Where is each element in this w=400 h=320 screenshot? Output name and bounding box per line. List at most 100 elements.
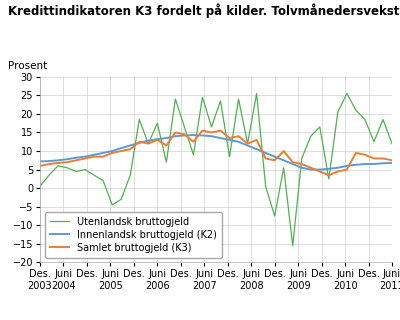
Samlet bruttogjeld (K3): [299, 162, 304, 166]
Samlet bruttogjeld (K3): [101, 155, 106, 158]
Samlet bruttogjeld (K3): [47, 162, 52, 166]
Utenlandsk bruttogjeld: [354, 108, 358, 112]
Utenlandsk bruttogjeld: [308, 134, 313, 138]
Utenlandsk bruttogjeld: [119, 197, 124, 201]
Innenlandsk bruttogjeld (K2): [200, 133, 205, 137]
Innenlandsk bruttogjeld (K2): [236, 140, 241, 144]
Utenlandsk bruttogjeld: [227, 155, 232, 158]
Innenlandsk bruttogjeld (K2): [263, 151, 268, 155]
Samlet bruttogjeld (K3): [164, 144, 169, 148]
Innenlandsk bruttogjeld (K2): [83, 155, 88, 158]
Line: Samlet bruttogjeld (K3): Samlet bruttogjeld (K3): [40, 131, 392, 175]
Utenlandsk bruttogjeld: [281, 166, 286, 170]
Innenlandsk bruttogjeld (K2): [390, 161, 394, 165]
Utenlandsk bruttogjeld: [146, 142, 151, 146]
Innenlandsk bruttogjeld (K2): [326, 167, 331, 171]
Innenlandsk bruttogjeld (K2): [101, 151, 106, 155]
Utenlandsk bruttogjeld: [101, 179, 106, 183]
Utenlandsk bruttogjeld: [362, 117, 367, 121]
Utenlandsk bruttogjeld: [47, 173, 52, 177]
Innenlandsk bruttogjeld (K2): [308, 168, 313, 172]
Samlet bruttogjeld (K3): [155, 138, 160, 142]
Innenlandsk bruttogjeld (K2): [146, 139, 151, 143]
Utenlandsk bruttogjeld: [74, 170, 78, 173]
Innenlandsk bruttogjeld (K2): [56, 158, 60, 162]
Innenlandsk bruttogjeld (K2): [227, 138, 232, 142]
Legend: Utenlandsk bruttogjeld, Innenlandsk bruttogjeld (K2), Samlet bruttogjeld (K3): Utenlandsk bruttogjeld, Innenlandsk brut…: [45, 212, 222, 258]
Innenlandsk bruttogjeld (K2): [290, 162, 295, 166]
Utenlandsk bruttogjeld: [263, 184, 268, 188]
Samlet bruttogjeld (K3): [65, 160, 70, 164]
Innenlandsk bruttogjeld (K2): [164, 136, 169, 140]
Samlet bruttogjeld (K3): [173, 131, 178, 134]
Utenlandsk bruttogjeld: [200, 95, 205, 99]
Utenlandsk bruttogjeld: [372, 140, 376, 144]
Samlet bruttogjeld (K3): [380, 156, 385, 160]
Samlet bruttogjeld (K3): [128, 147, 133, 151]
Samlet bruttogjeld (K3): [119, 149, 124, 153]
Innenlandsk bruttogjeld (K2): [128, 144, 133, 148]
Innenlandsk bruttogjeld (K2): [182, 133, 187, 137]
Samlet bruttogjeld (K3): [336, 170, 340, 173]
Utenlandsk bruttogjeld: [164, 160, 169, 164]
Utenlandsk bruttogjeld: [191, 153, 196, 157]
Samlet bruttogjeld (K3): [74, 158, 78, 162]
Samlet bruttogjeld (K3): [209, 131, 214, 134]
Utenlandsk bruttogjeld: [38, 184, 42, 188]
Text: Kredittindikatoren K3 fordelt på kilder. Tolvmånedersvekst. Prosent: Kredittindikatoren K3 fordelt på kilder.…: [8, 3, 400, 18]
Utenlandsk bruttogjeld: [344, 92, 349, 95]
Utenlandsk bruttogjeld: [326, 177, 331, 181]
Utenlandsk bruttogjeld: [380, 117, 385, 121]
Samlet bruttogjeld (K3): [38, 164, 42, 168]
Samlet bruttogjeld (K3): [281, 149, 286, 153]
Samlet bruttogjeld (K3): [137, 140, 142, 144]
Innenlandsk bruttogjeld (K2): [209, 134, 214, 138]
Innenlandsk bruttogjeld (K2): [336, 166, 340, 170]
Line: Utenlandsk bruttogjeld: Utenlandsk bruttogjeld: [40, 93, 392, 246]
Innenlandsk bruttogjeld (K2): [74, 156, 78, 160]
Innenlandsk bruttogjeld (K2): [372, 162, 376, 166]
Utenlandsk bruttogjeld: [65, 166, 70, 170]
Utenlandsk bruttogjeld: [290, 244, 295, 248]
Samlet bruttogjeld (K3): [146, 142, 151, 146]
Samlet bruttogjeld (K3): [83, 156, 88, 160]
Utenlandsk bruttogjeld: [56, 164, 60, 168]
Samlet bruttogjeld (K3): [227, 136, 232, 140]
Innenlandsk bruttogjeld (K2): [65, 157, 70, 161]
Utenlandsk bruttogjeld: [245, 142, 250, 146]
Innenlandsk bruttogjeld (K2): [47, 159, 52, 163]
Samlet bruttogjeld (K3): [263, 156, 268, 160]
Innenlandsk bruttogjeld (K2): [317, 168, 322, 172]
Utenlandsk bruttogjeld: [155, 121, 160, 125]
Samlet bruttogjeld (K3): [200, 129, 205, 132]
Innenlandsk bruttogjeld (K2): [38, 159, 42, 163]
Samlet bruttogjeld (K3): [317, 170, 322, 173]
Utenlandsk bruttogjeld: [209, 125, 214, 129]
Samlet bruttogjeld (K3): [344, 168, 349, 172]
Innenlandsk bruttogjeld (K2): [362, 162, 367, 166]
Innenlandsk bruttogjeld (K2): [173, 134, 178, 138]
Line: Innenlandsk bruttogjeld (K2): Innenlandsk bruttogjeld (K2): [40, 135, 392, 170]
Utenlandsk bruttogjeld: [218, 99, 223, 103]
Utenlandsk bruttogjeld: [173, 97, 178, 101]
Utenlandsk bruttogjeld: [137, 117, 142, 121]
Innenlandsk bruttogjeld (K2): [119, 146, 124, 150]
Samlet bruttogjeld (K3): [191, 140, 196, 144]
Samlet bruttogjeld (K3): [354, 151, 358, 155]
Innenlandsk bruttogjeld (K2): [191, 133, 196, 137]
Utenlandsk bruttogjeld: [110, 203, 115, 207]
Utenlandsk bruttogjeld: [390, 142, 394, 146]
Innenlandsk bruttogjeld (K2): [155, 137, 160, 141]
Samlet bruttogjeld (K3): [272, 158, 277, 162]
Innenlandsk bruttogjeld (K2): [92, 153, 96, 157]
Utenlandsk bruttogjeld: [128, 173, 133, 177]
Samlet bruttogjeld (K3): [290, 160, 295, 164]
Innenlandsk bruttogjeld (K2): [272, 155, 277, 158]
Samlet bruttogjeld (K3): [308, 166, 313, 170]
Utenlandsk bruttogjeld: [299, 156, 304, 160]
Samlet bruttogjeld (K3): [245, 142, 250, 146]
Samlet bruttogjeld (K3): [56, 161, 60, 165]
Utenlandsk bruttogjeld: [83, 168, 88, 172]
Utenlandsk bruttogjeld: [182, 125, 187, 129]
Samlet bruttogjeld (K3): [92, 155, 96, 158]
